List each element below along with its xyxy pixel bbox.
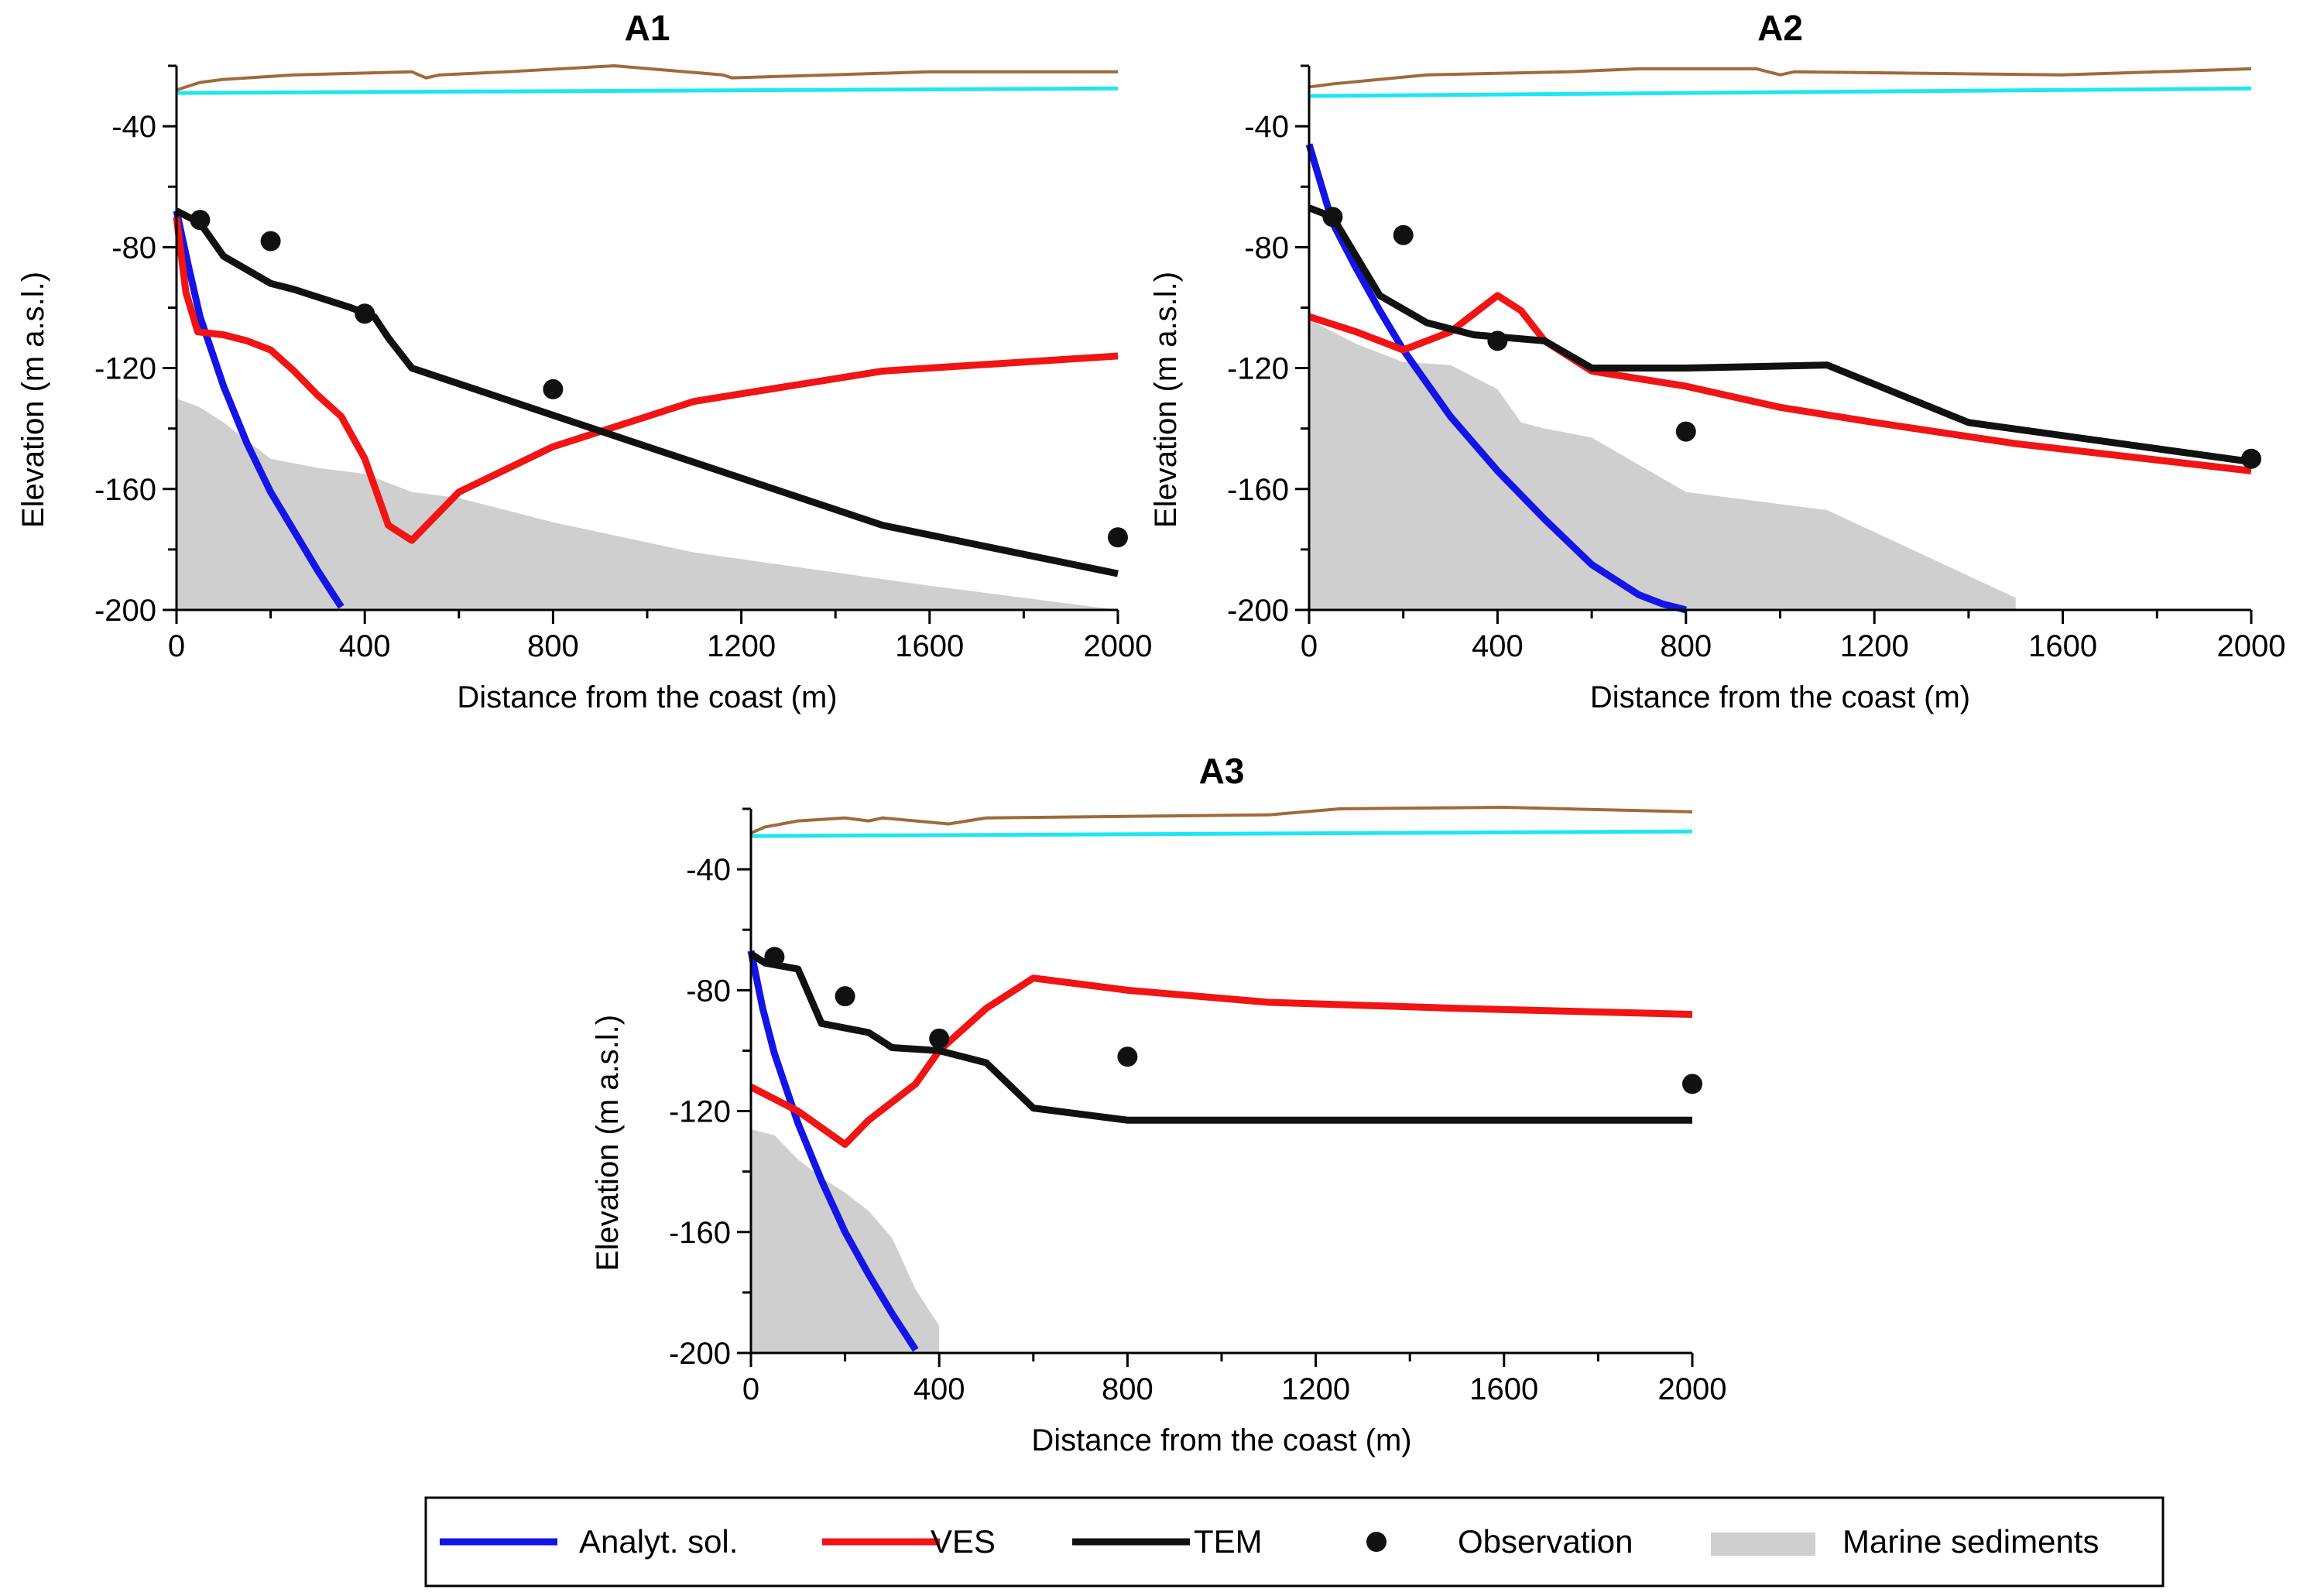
observation-point <box>355 303 375 324</box>
observation-point <box>1682 1074 1702 1094</box>
observation-point <box>1322 207 1343 228</box>
y-tick-label: -80 <box>111 231 156 265</box>
x-tick-label: 1200 <box>1840 629 1909 663</box>
observation-point <box>929 1028 950 1049</box>
chart-title: A3 <box>1199 751 1245 791</box>
legend-label-marine-sediments: Marine sediments <box>1842 1523 2099 1560</box>
y-axis-label: Elevation (m a.s.l.) <box>591 1015 625 1271</box>
series-line-surface <box>1308 67 2252 89</box>
series-line-analyt-sol <box>747 950 919 1352</box>
series-line-tem <box>1308 204 2252 466</box>
y-tick-label: -120 <box>1227 352 1289 386</box>
series-line-analyt-sol <box>173 210 344 609</box>
legend-label-observation: Observation <box>1458 1523 1633 1560</box>
series-line-analyt-sol <box>1305 143 1687 614</box>
y-axis-label: Elevation (m a.s.l.) <box>1149 272 1183 528</box>
x-tick-label: 400 <box>1472 629 1524 663</box>
x-tick-label: 2000 <box>1658 1372 1727 1406</box>
x-tick-label: 800 <box>527 629 579 663</box>
series-line-surface <box>176 64 1118 92</box>
y-tick-label: -200 <box>1227 594 1289 628</box>
x-tick-label: 0 <box>1301 629 1318 663</box>
y-tick-label: -80 <box>686 974 731 1008</box>
chart-title: A2 <box>1757 8 1803 48</box>
legend-label-tem: TEM <box>1194 1523 1263 1560</box>
observation-point <box>190 210 211 231</box>
x-tick-label: 2000 <box>2217 629 2286 663</box>
x-tick-label: 400 <box>913 1372 965 1406</box>
y-tick-label: -200 <box>669 1337 731 1371</box>
y-tick-label: -120 <box>94 352 156 386</box>
panel-a1: -200 -160 -120 -80 -40 0 400 800 1200 1600 2000 A1 D… <box>16 8 1152 714</box>
y-tick-label: -40 <box>111 110 156 144</box>
x-tick-label: 1600 <box>895 629 964 663</box>
legend-frame <box>424 1496 2165 1587</box>
legend: Analyt. sol. VES TEM Observation Marine sedi… <box>424 1496 2165 1587</box>
x-tick-label: 2000 <box>1084 629 1153 663</box>
series-line-sea-level <box>750 829 1693 838</box>
x-tick-label: 800 <box>1660 629 1712 663</box>
x-tick-label: 800 <box>1102 1372 1153 1406</box>
y-tick-label: -160 <box>1227 473 1289 507</box>
legend-swatch-marine-sediments <box>1711 1533 1815 1556</box>
observation-point <box>260 231 281 252</box>
series-line-tem <box>749 950 1692 1124</box>
x-tick-label: 1600 <box>1469 1372 1538 1406</box>
observation-point <box>1487 331 1508 351</box>
panel-a2: -200 -160 -120 -80 -40 0 400 800 1200 1600 2000 A2 D… <box>1149 8 2285 714</box>
x-tick-label: 400 <box>339 629 391 663</box>
panel-a3: -200 -160 -120 -80 -40 0 400 800 1200 1600 2000 A3 D… <box>591 751 1726 1457</box>
series-line-sea-level <box>176 86 1119 95</box>
x-axis-label: Distance from the coast (m) <box>457 680 837 714</box>
y-tick-label: -160 <box>94 473 156 507</box>
y-tick-label: -80 <box>1244 231 1289 265</box>
y-tick-label: -160 <box>669 1216 731 1250</box>
legend-swatch-observation <box>1366 1532 1387 1552</box>
observation-point <box>1393 224 1414 245</box>
observation-point <box>543 378 564 399</box>
x-tick-label: 1600 <box>2028 629 2097 663</box>
legend-label-ves: VES <box>931 1523 996 1560</box>
x-axis-label: Distance from the coast (m) <box>1590 680 1970 714</box>
marine-sediments-area <box>177 398 1118 610</box>
observation-point <box>1675 421 1696 442</box>
x-tick-label: 1200 <box>707 629 776 663</box>
series-line-sea-level <box>1308 86 2252 98</box>
y-tick-label: -40 <box>686 853 731 887</box>
legend-label-analyt-sol: Analyt. sol. <box>579 1523 738 1560</box>
y-tick-label: -120 <box>669 1095 731 1129</box>
x-tick-label: 1200 <box>1281 1372 1350 1406</box>
x-tick-label: 0 <box>168 629 185 663</box>
observation-point <box>764 947 785 968</box>
x-tick-label: 0 <box>742 1372 759 1406</box>
observation-point <box>1108 527 1128 548</box>
x-axis-label: Distance from the coast (m) <box>1031 1423 1411 1457</box>
y-tick-label: -200 <box>94 594 156 628</box>
observation-point <box>1117 1046 1138 1067</box>
marine-sediments-area <box>1309 320 2016 610</box>
observation-point <box>835 986 855 1007</box>
y-axis-label: Elevation (m a.s.l.) <box>16 272 50 528</box>
y-tick-label: -40 <box>1244 110 1289 144</box>
observation-point <box>2241 448 2261 469</box>
chart-title: A1 <box>625 8 670 48</box>
series-line-surface <box>750 806 1693 835</box>
marine-sediments-area <box>751 1129 940 1353</box>
